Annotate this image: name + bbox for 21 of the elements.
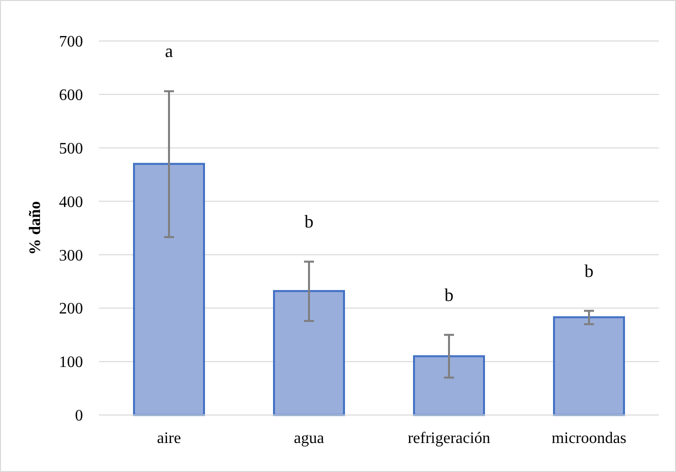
annotation: b [444, 284, 454, 305]
y-tick-label: 0 [75, 408, 83, 425]
bar [133, 162, 205, 416]
annotation: b [304, 212, 314, 232]
y-tick-label: 500 [59, 140, 83, 158]
y-tick-label: 700 [59, 34, 83, 51]
y-tick-label: 200 [59, 300, 83, 318]
x-tick-label: agua [294, 430, 324, 447]
x-tick-label: microondas [552, 430, 626, 447]
annotation: b [584, 260, 594, 281]
annotation: a [165, 41, 173, 62]
bar [553, 316, 625, 416]
x-tick-label: aire [157, 430, 181, 447]
bar [413, 355, 485, 416]
y-axis-title: % daño [27, 201, 44, 255]
y-tick-label: 100 [59, 354, 83, 372]
y-tick-label: 600 [59, 87, 83, 104]
y-tick-label: 400 [59, 194, 83, 211]
x-tick-label: refrigeración [408, 430, 490, 447]
y-tick-label: 300 [59, 247, 83, 264]
bar [273, 290, 345, 416]
